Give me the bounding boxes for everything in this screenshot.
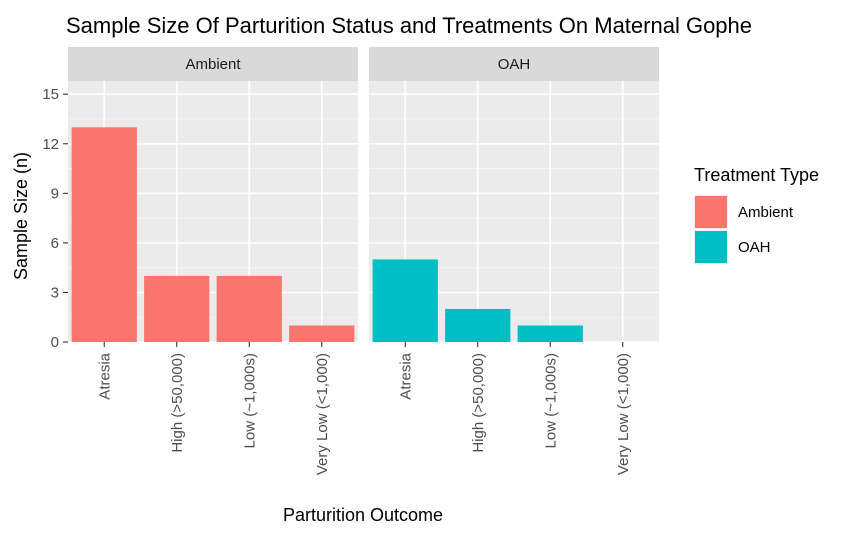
bar-ambient-1 — [144, 275, 210, 342]
facet-strip — [369, 47, 659, 81]
x-tick-label: High (>50,000) — [470, 353, 487, 453]
chart-title: Sample Size Of Parturition Status and Tr… — [66, 13, 752, 38]
facet-panel-1: OAH Atresia High (>50,000) Low (~1,000s) Ver… — [369, 47, 659, 475]
x-tick-label: Very Low (<1,000) — [314, 353, 331, 475]
facet-strip-label: OAH — [498, 56, 531, 73]
x-axis-title: Parturition Outcome — [283, 505, 443, 525]
x-tick-label: Atresia — [397, 352, 414, 399]
y-tick-label: 12 — [42, 136, 59, 153]
x-tick-label: High (>50,000) — [169, 353, 186, 453]
facet-strip-label: Ambient — [185, 56, 241, 73]
bar-ambient-2 — [216, 275, 282, 342]
y-axis-title: Sample Size (n) — [11, 152, 31, 280]
facet-panel-0: Ambient Atresia High (>50,000) Low (~1,000s… — [68, 47, 358, 475]
y-tick-label: 6 — [51, 235, 59, 252]
bar-oah-2 — [517, 325, 583, 342]
x-tick-label: Atresia — [96, 352, 113, 399]
legend: Treatment Type Ambient OAH — [694, 165, 819, 264]
legend-title: Treatment Type — [694, 165, 819, 185]
x-tick-label: Low (~1,000s) — [241, 353, 258, 448]
legend-label: OAH — [738, 239, 771, 256]
facet-strip — [68, 47, 358, 81]
bar-ambient-3 — [289, 325, 355, 342]
x-tick-label: Very Low (<1,000) — [615, 353, 632, 475]
legend-label: Ambient — [738, 204, 794, 221]
y-tick-label: 15 — [42, 86, 59, 103]
bar-oah-0 — [372, 259, 438, 342]
y-tick-label: 9 — [51, 185, 59, 202]
bar-ambient-0 — [71, 127, 137, 342]
y-tick-label: 3 — [51, 284, 59, 301]
x-tick-label: Low (~1,000s) — [542, 353, 559, 448]
y-axis: 0 3 6 9 12 15 — [42, 86, 68, 351]
legend-key-ambient — [695, 196, 727, 228]
legend-key-oah — [695, 231, 727, 263]
bar-oah-1 — [445, 308, 511, 342]
y-tick-label: 0 — [51, 334, 59, 351]
